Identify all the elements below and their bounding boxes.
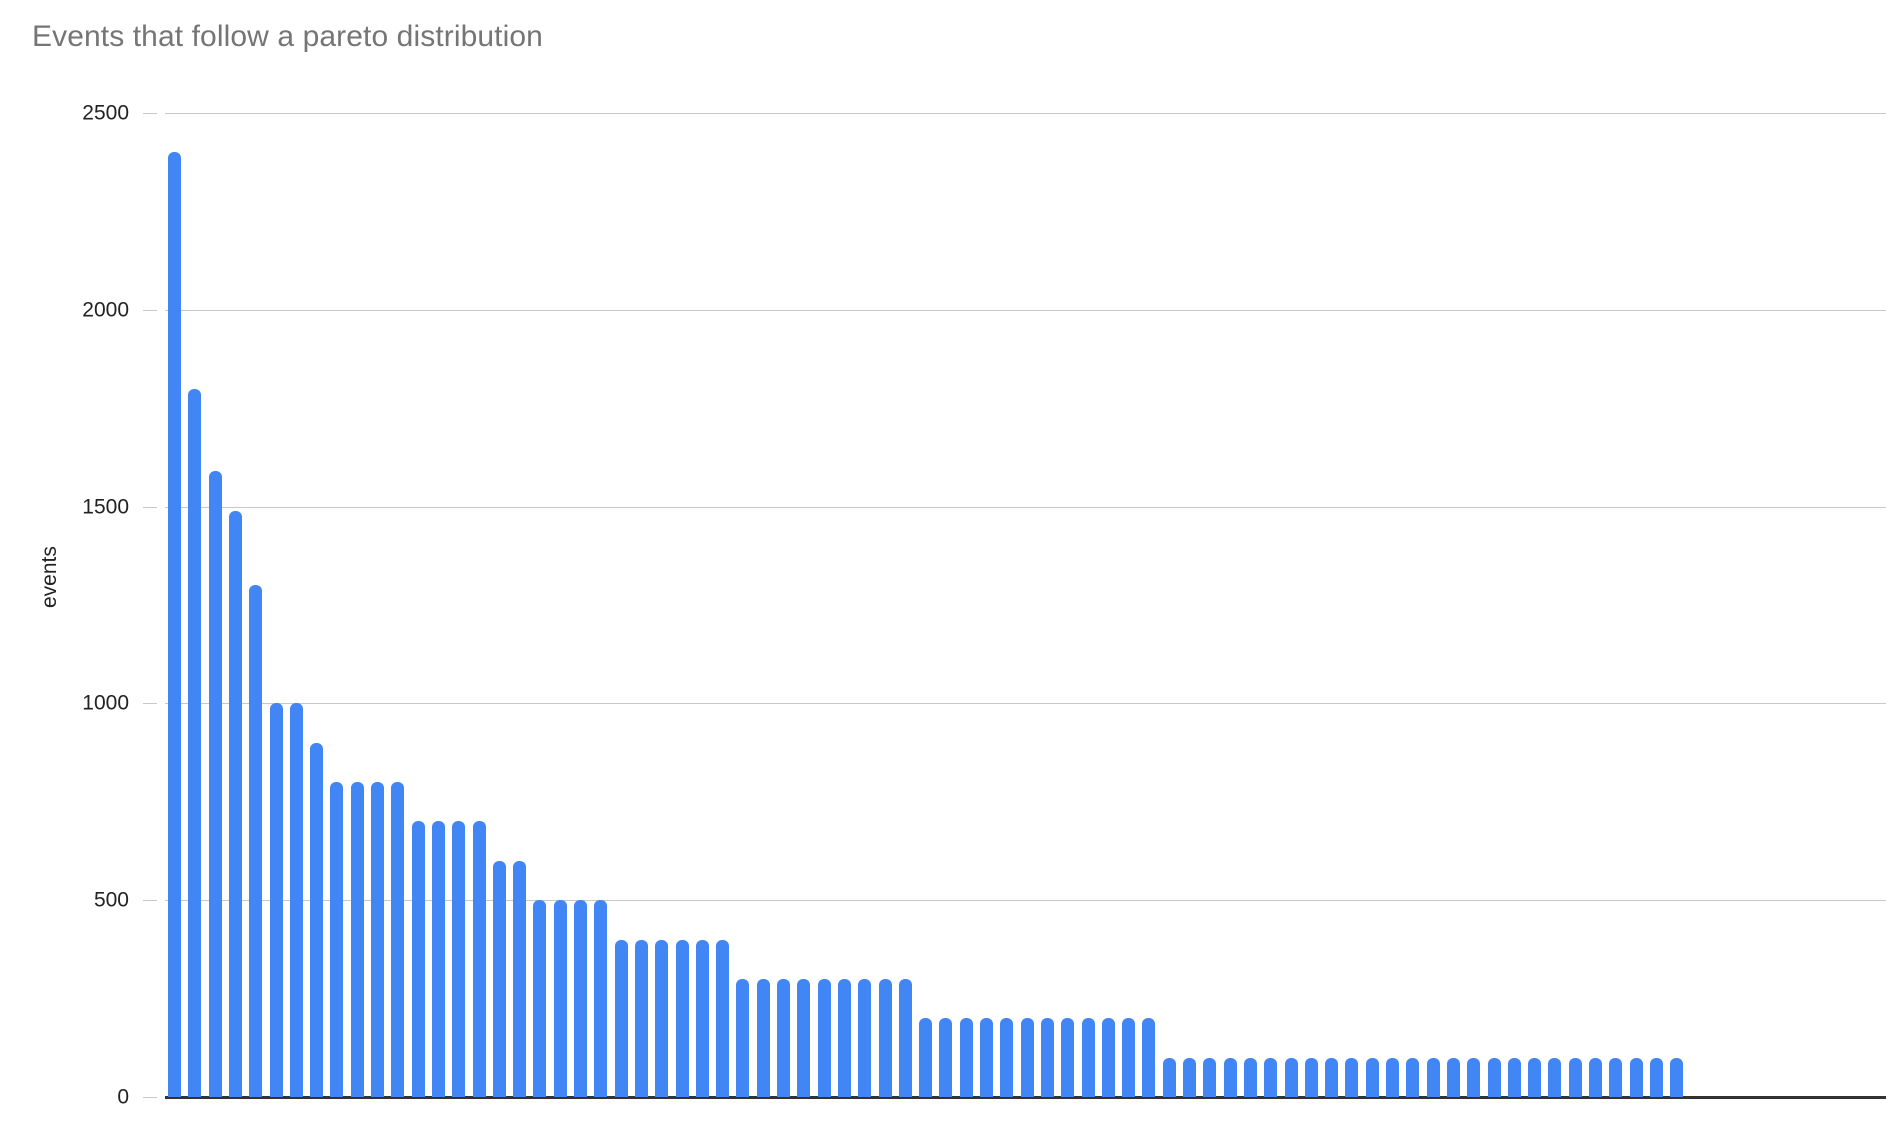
bar[interactable] xyxy=(1243,1057,1257,1097)
bar[interactable] xyxy=(716,939,730,1097)
bar[interactable] xyxy=(980,1018,993,1097)
y-tick-mark xyxy=(143,506,157,508)
gridline xyxy=(165,703,1886,705)
bar[interactable] xyxy=(289,703,303,1097)
bar-series xyxy=(165,113,1886,1097)
bar[interactable] xyxy=(452,821,466,1097)
bar[interactable] xyxy=(817,978,831,1097)
bar[interactable] xyxy=(1122,1018,1136,1097)
bar[interactable] xyxy=(1101,1018,1115,1097)
bar[interactable] xyxy=(1609,1057,1623,1097)
bar[interactable] xyxy=(1345,1057,1359,1097)
bar[interactable] xyxy=(1670,1057,1684,1097)
bar[interactable] xyxy=(878,978,892,1097)
bar[interactable] xyxy=(1020,1018,1034,1097)
bar[interactable] xyxy=(1304,1057,1318,1097)
bar[interactable] xyxy=(1325,1057,1339,1097)
y-tick-label: 0 xyxy=(117,1085,129,1109)
bar[interactable] xyxy=(553,900,567,1097)
bar[interactable] xyxy=(1000,1018,1014,1097)
bar[interactable] xyxy=(208,471,222,1097)
bar[interactable] xyxy=(188,388,202,1097)
bar[interactable] xyxy=(1142,1018,1156,1097)
bar[interactable] xyxy=(1223,1057,1237,1097)
bar[interactable] xyxy=(168,152,181,1097)
y-tick-label: 2000 xyxy=(82,298,129,322)
bar[interactable] xyxy=(1649,1057,1663,1097)
bar[interactable] xyxy=(492,860,506,1097)
bar[interactable] xyxy=(919,1018,933,1097)
gridline xyxy=(165,309,1886,311)
y-axis-title: events xyxy=(38,546,61,608)
bar[interactable] xyxy=(736,978,750,1097)
bar[interactable] xyxy=(1081,1018,1095,1097)
y-tick-mark xyxy=(143,900,157,902)
bar[interactable] xyxy=(675,939,689,1097)
bar[interactable] xyxy=(594,900,608,1097)
bar[interactable] xyxy=(1568,1057,1582,1097)
bar[interactable] xyxy=(1629,1057,1643,1097)
bar[interactable] xyxy=(1203,1057,1217,1097)
bar[interactable] xyxy=(1528,1057,1542,1097)
bar[interactable] xyxy=(858,978,872,1097)
bar[interactable] xyxy=(756,978,770,1097)
bar[interactable] xyxy=(1386,1057,1399,1097)
y-tick-label: 2500 xyxy=(82,101,129,125)
gridline xyxy=(165,506,1886,508)
bar[interactable] xyxy=(959,1018,973,1097)
bar[interactable] xyxy=(228,510,242,1097)
bar[interactable] xyxy=(269,703,283,1097)
bar[interactable] xyxy=(1589,1057,1602,1097)
bar[interactable] xyxy=(1487,1057,1501,1097)
bar[interactable] xyxy=(310,742,324,1097)
bar[interactable] xyxy=(1467,1057,1481,1097)
plot-area: 0 500 1000 1500 2000 2500 xyxy=(82,103,1886,1108)
y-tick-label: 1000 xyxy=(82,691,129,715)
bar[interactable] xyxy=(513,860,527,1097)
bar[interactable] xyxy=(1040,1018,1054,1097)
bar[interactable] xyxy=(371,782,384,1097)
bar[interactable] xyxy=(1365,1057,1379,1097)
chart-title: Events that follow a pareto distribution xyxy=(32,20,543,53)
y-tick-label: 1500 xyxy=(82,495,129,519)
bar[interactable] xyxy=(391,782,405,1097)
y-tick-mark xyxy=(143,113,157,114)
bar[interactable] xyxy=(350,782,364,1097)
y-tick-label: 500 xyxy=(93,888,129,912)
bar[interactable] xyxy=(614,939,628,1097)
bar[interactable] xyxy=(1446,1057,1460,1097)
bar[interactable] xyxy=(655,939,669,1097)
bar[interactable] xyxy=(1162,1057,1176,1097)
bar[interactable] xyxy=(797,978,811,1097)
y-tick-mark xyxy=(143,1097,157,1098)
bar[interactable] xyxy=(1183,1057,1196,1097)
bar[interactable] xyxy=(1284,1057,1298,1097)
bar[interactable] xyxy=(634,939,648,1097)
bar[interactable] xyxy=(898,978,912,1097)
bar[interactable] xyxy=(411,821,425,1097)
bar[interactable] xyxy=(1061,1018,1075,1097)
y-tick-mark xyxy=(143,703,157,705)
bar[interactable] xyxy=(1426,1057,1440,1097)
bar[interactable] xyxy=(431,821,445,1097)
axis-baseline xyxy=(165,1096,1886,1099)
gridline xyxy=(165,900,1886,902)
y-tick-mark xyxy=(143,309,157,311)
bar[interactable] xyxy=(777,978,790,1097)
bar[interactable] xyxy=(249,585,263,1097)
bar[interactable] xyxy=(695,939,709,1097)
bar[interactable] xyxy=(939,1018,953,1097)
bar[interactable] xyxy=(330,782,344,1097)
bar[interactable] xyxy=(533,900,547,1097)
bar[interactable] xyxy=(1264,1057,1278,1097)
bar[interactable] xyxy=(472,821,486,1097)
gridline xyxy=(165,113,1886,114)
bar[interactable] xyxy=(1507,1057,1521,1097)
bar[interactable] xyxy=(574,900,587,1097)
bar[interactable] xyxy=(837,978,851,1097)
bar[interactable] xyxy=(1406,1057,1420,1097)
bar[interactable] xyxy=(1548,1057,1562,1097)
